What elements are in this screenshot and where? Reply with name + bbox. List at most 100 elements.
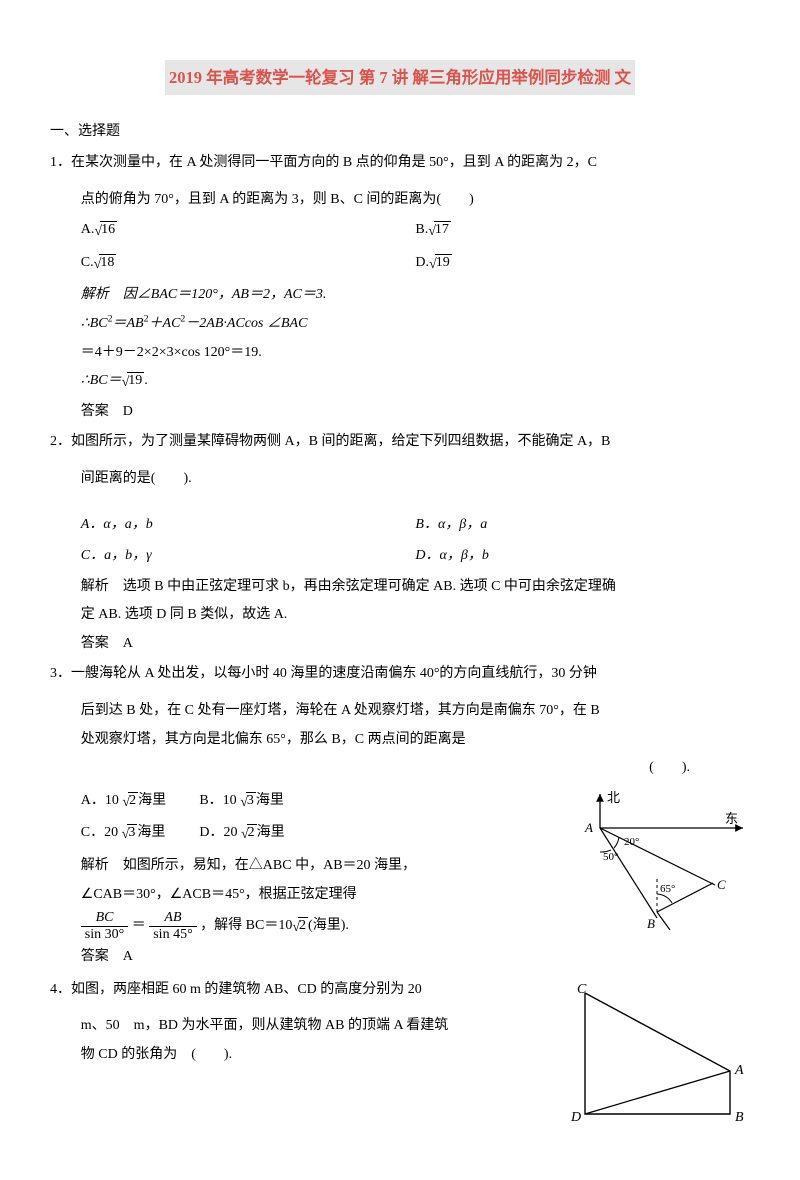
q3-optA-l: A．10 (81, 793, 123, 808)
q1-stem-line2: 点的俯角为 70°，且到 A 的距离为 3，则 B、C 间的距离为( ) (50, 187, 750, 214)
q3-optD: D．20 2海里 (199, 820, 318, 849)
q2-stem-line1: 如图所示，为了测量某障碍物两侧 A，B 间的距离，给定下列四组数据，不能确定 A… (71, 434, 610, 449)
fig-angle-20: 20° (624, 836, 639, 848)
q2-options-row1: A．α，a，b B．α，β，a (50, 512, 750, 539)
q1-optB-val: 17 (434, 221, 451, 237)
q2-optC: C．a，b，γ (81, 543, 416, 570)
section-heading: 一、选择题 (50, 119, 750, 146)
q3-number: 3． (50, 666, 71, 681)
q1-optD-label: D. (415, 255, 429, 270)
question-4: 4．如图，两座相距 60 m 的建筑物 AB、CD 的高度分别为 20 (50, 977, 750, 1004)
q2-optD: D．α，β，b (415, 543, 750, 570)
q3-stem-line1: 一艘海轮从 A 处出发，以每小时 40 海里的速度沿南偏东 40°的方向直线航行… (71, 666, 597, 681)
q1-sol2c: ＋AC (149, 316, 181, 331)
fig-angle-50: 50° (603, 851, 618, 863)
q1-sol2b: ＝AB (113, 316, 144, 331)
question-1: 1．在某次测量中，在 A 处测得同一平面方向的 B 点的仰角是 50°，且到 A… (50, 150, 750, 177)
q1-optD: D.19 (415, 250, 750, 279)
q3-sol3-tc: (海里). (308, 918, 349, 933)
question-2: 2．如图所示，为了测量某障碍物两侧 A，B 间的距离，给定下列四组数据，不能确定… (50, 429, 750, 456)
q1-sol-line3: ＝4＋9－2×2×3×cos 120°＝19. (50, 340, 750, 367)
q2-optB-text: B．α，β，a (415, 517, 487, 532)
q1-sol1: 解析 因∠BAC＝120°，AB＝2，AC＝3. (81, 287, 327, 302)
q3-optC: C．20 3海里 (81, 820, 200, 849)
question-3: 3．一艘海轮从 A 处出发，以每小时 40 海里的速度沿南偏东 40°的方向直线… (50, 661, 750, 688)
fig-north-label: 北 (607, 790, 620, 805)
q1-answer: 答案 D (50, 399, 750, 426)
q3-figure: 北 东 A B C 20° 50° 65° (565, 790, 750, 941)
q1-optA-val: 16 (100, 221, 117, 237)
fig-A: A (584, 820, 593, 835)
q2-number: 2． (50, 434, 71, 449)
q2-optC-text: C．a，b，γ (81, 548, 152, 563)
q3-optB: B．10 3海里 (199, 788, 318, 817)
q3-optC-u: 海里 (137, 825, 165, 840)
q2-sol-line1: 解析 选项 B 中由正弦定理可求 b，再由余弦定理可确定 AB. 选项 C 中可… (50, 574, 750, 601)
q1-optC-label: C. (81, 255, 94, 270)
fig4-D: D (570, 1110, 581, 1124)
q3-options-row2: C．20 3海里 D．20 2海里 (50, 820, 555, 849)
frac1-nu: BC (81, 910, 128, 926)
q3-sol3-eq: ＝ (132, 918, 146, 933)
q3-options-row1: A．10 2海里 B．10 3海里 (50, 788, 555, 817)
q4-number: 4． (50, 982, 71, 997)
q1-sol-line4: ∴BC＝ 19. (50, 368, 750, 397)
q3-optD-u: 海里 (257, 825, 285, 840)
q3-optD-l: D．20 (199, 825, 241, 840)
q2-optA: A．α，a，b (81, 512, 416, 539)
q3-paren-text: ( ). (649, 760, 690, 775)
q3-sol3-ta: ，解得 BC＝10 (200, 918, 292, 933)
q3-stem-line2: 后到达 B 处，在 C 处有一座灯塔，海轮在 A 处观察灯塔，其方向是南偏东 7… (50, 698, 750, 725)
q1-sol2d: －2AB·ACcos ∠BAC (185, 316, 307, 331)
q2-optB: B．α，β，a (415, 512, 750, 539)
sqrt-icon: 16 (94, 217, 117, 246)
fig-B: B (647, 916, 655, 930)
q1-sol-line2: ∴BC2＝AB2＋AC2－2AB·ACcos ∠BAC (50, 311, 750, 338)
q3-optB-l: B．10 (199, 793, 240, 808)
q3-answer: 答案 A (50, 944, 750, 971)
q1-sol4a: ∴BC＝ (81, 373, 122, 388)
q1-sol-line1: 解析 因∠BAC＝120°，AB＝2，AC＝3. (50, 282, 750, 309)
q1-sol4b: 19 (127, 372, 144, 388)
sqrt-icon: 2 (241, 820, 257, 849)
q2-stem-line2: 间距离的是( ). (50, 466, 750, 493)
q2-optA-text: A．α，a，b (81, 517, 153, 532)
q3-optC-l: C．20 (81, 825, 122, 840)
sqrt-icon: 2 (122, 788, 138, 817)
fig4-B: B (735, 1110, 744, 1124)
frac2-de: sin 45° (149, 927, 196, 942)
q2-optD-text: D．α，β，b (415, 548, 488, 563)
q1-options-row2: C. 18 D.19 (50, 250, 750, 279)
fraction: AB sin 45° (149, 910, 196, 942)
sqrt-icon: 2 (292, 913, 308, 942)
q3-optA: A．10 2海里 (81, 788, 200, 817)
q3-optD-r: 2 (247, 824, 257, 840)
sqrt-icon: 3 (122, 820, 138, 849)
q3-optC-r: 3 (127, 824, 137, 840)
q1-sol4c: . (144, 373, 148, 388)
q1-optA-label: A. (81, 222, 95, 237)
fig-angle-65: 65° (660, 883, 675, 895)
q1-options-row1: A. 16 B. 17 (50, 217, 750, 246)
q1-optC: C. 18 (81, 250, 416, 279)
frac1-de: sin 30° (81, 927, 128, 942)
sqrt-icon: 18 (94, 250, 117, 279)
fig-east-label: 东 (725, 811, 738, 826)
q2-sol-line2: 定 AB. 选项 D 同 B 类似，故选 A. (50, 602, 750, 629)
sqrt-icon: 19 (122, 368, 145, 397)
fig-C: C (717, 877, 726, 892)
q1-optA: A. 16 (81, 217, 416, 246)
frac2-nu: AB (149, 910, 196, 926)
q1-optC-val: 18 (99, 254, 116, 270)
page-title: 2019 年高考数学一轮复习 第 7 讲 解三角形应用举例同步检测 文 (165, 60, 635, 95)
sqrt-icon: 17 (428, 217, 451, 246)
q2-options-row2: C．a，b，γ D．α，β，b (50, 543, 750, 570)
q3-optB-r: 3 (246, 792, 256, 808)
q3-optA-u: 海里 (138, 793, 166, 808)
q1-optB-label: B. (415, 222, 428, 237)
sqrt-icon: 19 (429, 250, 452, 279)
q4-stem-line1: 如图，两座相距 60 m 的建筑物 AB、CD 的高度分别为 20 (71, 982, 422, 997)
q2-answer: 答案 A (50, 631, 750, 658)
q1-stem-line1: 在某次测量中，在 A 处测得同一平面方向的 B 点的仰角是 50°，且到 A 的… (71, 155, 597, 170)
fraction: BC sin 30° (81, 910, 128, 942)
